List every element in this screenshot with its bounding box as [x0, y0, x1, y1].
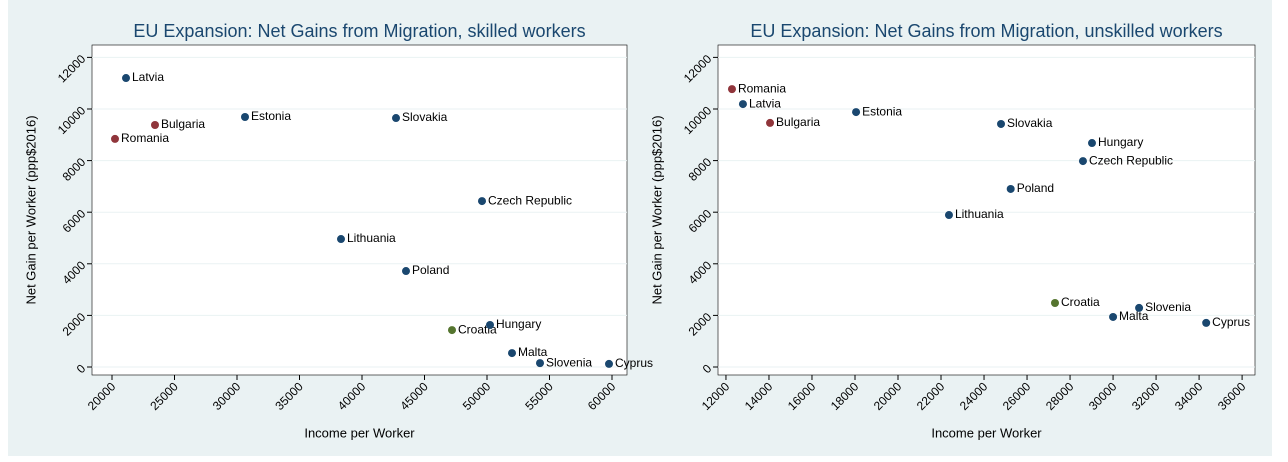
point-label: Slovakia [402, 110, 448, 124]
point-label: Cyprus [615, 356, 653, 370]
point [1050, 299, 1059, 308]
point-label: Estonia [862, 104, 902, 118]
point [402, 267, 410, 276]
point [122, 74, 130, 83]
point [337, 235, 345, 244]
point-label: Czech Republic [488, 193, 572, 207]
point-label: Romania [738, 81, 786, 95]
point-label: Czech Republic [1089, 153, 1173, 167]
point-label: Slovenia [546, 355, 592, 369]
point [1135, 303, 1144, 312]
y-axis-label: Net Gain per Worker (ppp$2016) [23, 115, 38, 304]
point [111, 134, 119, 143]
x-axis-label: Income per Worker [931, 425, 1042, 440]
point-label: Lithuania [955, 207, 1004, 221]
chart-title: EU Expansion: Net Gains from Migration, … [750, 21, 1222, 41]
point-label: Poland [1017, 181, 1054, 195]
point-label: Malta [1119, 309, 1149, 323]
point [392, 114, 400, 123]
point-label: Estonia [251, 109, 291, 123]
point [1078, 157, 1087, 166]
point [448, 326, 456, 335]
point [1109, 312, 1118, 321]
point-label: Slovenia [1145, 300, 1191, 314]
point [852, 108, 861, 117]
point [1087, 139, 1096, 148]
point-label: Hungary [1098, 135, 1143, 149]
plot-area [717, 44, 1256, 376]
point-label: Romania [121, 131, 169, 145]
point [766, 118, 775, 127]
point [486, 320, 494, 329]
point-label: Malta [518, 345, 548, 359]
chart-title: EU Expansion: Net Gains from Migration, … [133, 21, 585, 41]
point [605, 359, 613, 368]
point [151, 120, 159, 129]
point-label: Hungary [496, 317, 541, 331]
point [997, 119, 1006, 128]
point-label: Lithuania [347, 231, 396, 245]
point-label: Slovakia [1007, 116, 1053, 130]
point [478, 197, 486, 206]
point [738, 100, 747, 109]
x-axis-label: Income per Worker [304, 425, 415, 440]
point [1202, 318, 1211, 327]
point-label: Cyprus [1212, 315, 1250, 329]
point [1006, 184, 1015, 193]
point [241, 112, 249, 121]
point [508, 349, 516, 358]
y-axis-label: Net Gain per Worker (ppp$2016) [649, 115, 664, 304]
point-label: Latvia [749, 96, 781, 110]
point [536, 359, 544, 368]
point-label: Bulgaria [161, 117, 205, 131]
point-label: Poland [412, 263, 449, 277]
point [944, 211, 953, 220]
point [727, 85, 736, 94]
point-label: Croatia [1061, 295, 1100, 309]
plot-area [91, 44, 628, 376]
point-label: Latvia [132, 70, 164, 84]
point-label: Bulgaria [776, 115, 820, 129]
